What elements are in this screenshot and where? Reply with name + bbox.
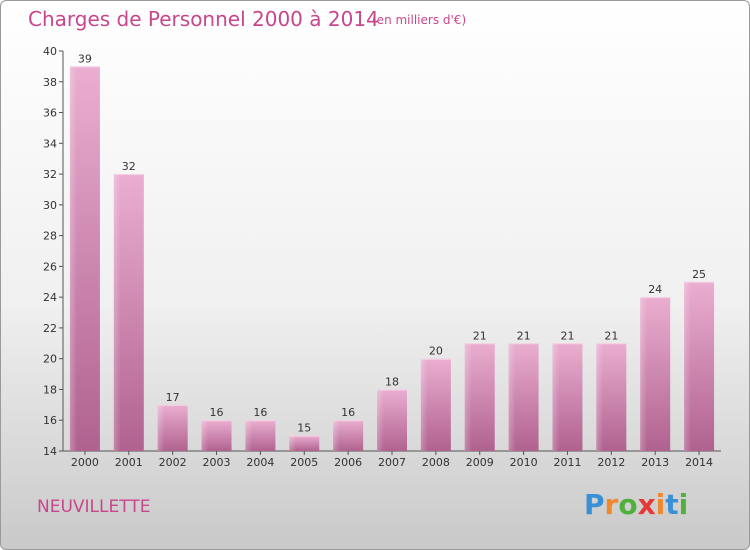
proxiti-logo: Proxiti xyxy=(584,488,688,521)
data-label-2013: 24 xyxy=(648,283,662,296)
x-tick-label-2001: 2001 xyxy=(115,456,143,469)
logo-letter: i xyxy=(655,488,666,521)
y-tick-label: 14 xyxy=(43,445,57,458)
bar-highlight-2011 xyxy=(552,343,560,451)
data-labels: 39 32 17 16 16 15 16 18 20 21 21 21 21 24 25 xyxy=(78,52,706,434)
logo-letter: P xyxy=(584,488,605,521)
bar-highlight-2007 xyxy=(377,389,384,451)
data-label-2010: 21 xyxy=(517,329,531,342)
data-label-2014: 25 xyxy=(692,268,706,281)
bar-highlight-2009 xyxy=(464,343,472,451)
data-label-2005: 15 xyxy=(297,422,311,435)
y-tick-label: 16 xyxy=(43,414,57,427)
bar-highlight-2002 xyxy=(157,404,165,451)
x-tick-label-2009: 2009 xyxy=(466,456,494,469)
data-label-2009: 21 xyxy=(473,329,487,342)
x-tick-label-2003: 2003 xyxy=(203,456,231,469)
bar-highlight-2010 xyxy=(508,343,516,451)
bar-highlight-2006 xyxy=(333,420,341,451)
bar-highlight-2004 xyxy=(245,420,253,451)
x-tick-label-2007: 2007 xyxy=(378,456,406,469)
y-tick-label: 34 xyxy=(43,137,57,150)
x-tick-label-2010: 2010 xyxy=(510,456,538,469)
x-tick-label-2004: 2004 xyxy=(246,456,274,469)
x-tick-label-2008: 2008 xyxy=(422,456,450,469)
data-label-2000: 39 xyxy=(78,52,92,65)
y-tick-label: 20 xyxy=(43,353,57,366)
data-label-2012: 21 xyxy=(604,329,618,342)
x-tick-label-2014: 2014 xyxy=(685,456,713,469)
bar-highlight-2012 xyxy=(596,343,604,451)
bar-highlight-2005 xyxy=(289,435,297,451)
bar-highlight-2001 xyxy=(113,174,121,452)
logo-letter: x xyxy=(637,488,656,521)
y-axis-ticks: 14 16 18 20 22 24 26 28 30 32 34 36 38 40 xyxy=(43,45,63,458)
commune-name: NEUVILLETTE xyxy=(37,497,151,517)
data-label-2006: 16 xyxy=(341,406,355,419)
data-label-2007: 18 xyxy=(385,375,399,388)
bar-highlight-2003 xyxy=(201,420,209,451)
x-tick-label-2012: 2012 xyxy=(597,456,625,469)
bar-highlight-2014 xyxy=(684,281,692,451)
data-label-2001: 32 xyxy=(122,160,136,173)
bar-highlight-2000 xyxy=(69,66,77,451)
bar-highlight-2013 xyxy=(640,297,648,451)
y-tick-label: 18 xyxy=(43,383,57,396)
x-tick-label-2002: 2002 xyxy=(159,456,187,469)
x-tick-label-2011: 2011 xyxy=(553,456,581,469)
x-tick-label-2000: 2000 xyxy=(71,456,99,469)
y-tick-label: 22 xyxy=(43,322,57,335)
chart-title: Charges de Personnel 2000 à 2014 xyxy=(28,7,379,31)
logo-letter: o xyxy=(618,488,638,521)
y-tick-label: 36 xyxy=(43,107,57,120)
y-tick-label: 28 xyxy=(43,230,57,243)
bars xyxy=(69,66,715,452)
y-tick-label: 40 xyxy=(43,45,57,58)
y-tick-label: 38 xyxy=(43,76,57,89)
logo-letter: t xyxy=(665,488,679,521)
chart-subtitle: (en milliers d'€) xyxy=(372,13,467,27)
y-tick-label: 24 xyxy=(43,291,57,304)
x-tick-label-2005: 2005 xyxy=(290,456,318,469)
y-tick-label: 26 xyxy=(43,260,57,273)
x-axis-labels: 2000 2001 2002 2003 2004 2005 2006 2007 2008 2009… xyxy=(71,451,713,469)
logo-letter: r xyxy=(604,488,619,521)
data-label-2002: 17 xyxy=(166,391,180,404)
x-tick-label-2013: 2013 xyxy=(641,456,669,469)
data-label-2004: 16 xyxy=(253,406,267,419)
data-label-2011: 21 xyxy=(560,329,574,342)
logo-letter: i xyxy=(678,488,689,521)
bar-2005 xyxy=(289,435,320,451)
data-label-2003: 16 xyxy=(210,406,224,419)
data-label-2008: 20 xyxy=(429,345,443,358)
x-tick-label-2006: 2006 xyxy=(334,456,362,469)
y-tick-label: 30 xyxy=(43,199,57,212)
bar-highlight-2008 xyxy=(420,358,428,451)
y-tick-label: 32 xyxy=(43,168,57,181)
